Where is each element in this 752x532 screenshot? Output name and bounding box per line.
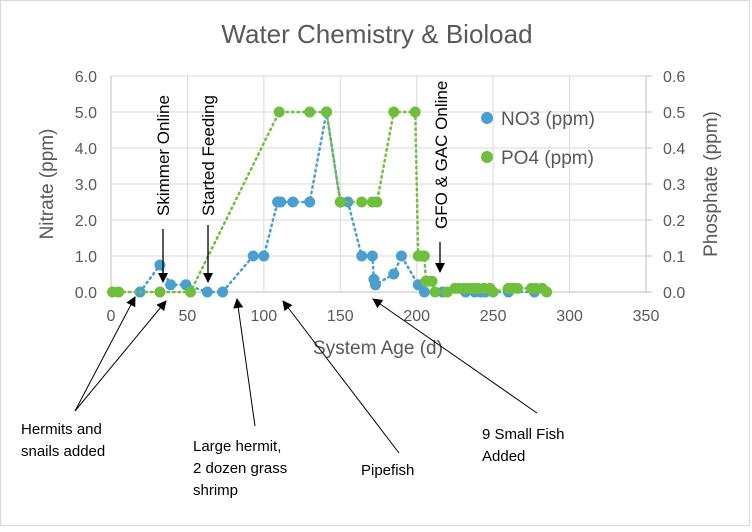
data-point-po4 — [541, 286, 553, 298]
y2-tick-label: 0.1 — [663, 249, 685, 266]
y2-tick-label: 0.2 — [663, 213, 685, 230]
data-point-no3 — [287, 196, 299, 208]
y2-tick-label: 0.4 — [663, 141, 685, 158]
x-tick-label: 150 — [327, 308, 354, 325]
annotation-large-hermit-line2: 2 dozen grass — [193, 460, 287, 477]
x-tick-label: 250 — [480, 308, 507, 325]
series-layer — [107, 106, 553, 298]
data-point-po4 — [487, 286, 499, 298]
y-tick-label: 5.0 — [75, 105, 97, 122]
x-tick-label: 50 — [179, 308, 197, 325]
chart-title: Water Chemistry & Bioload — [221, 19, 532, 49]
annotation-hermits-line1: Hermits and — [21, 421, 102, 438]
legend-label-po4: PO4 (ppm) — [501, 148, 594, 169]
x-axis-label: System Age (d) — [313, 338, 443, 359]
gridlines — [110, 75, 652, 293]
annotation-small-fish-arrow — [372, 298, 538, 414]
data-point-no3 — [369, 279, 381, 291]
x-tick-label: 0 — [107, 308, 116, 325]
y2-tick-label: 0.3 — [663, 177, 685, 194]
data-point-no3 — [388, 268, 400, 280]
y-tick-label: 3.0 — [75, 177, 97, 194]
annotation-large-hermit-arrow — [233, 298, 256, 427]
data-point-po4 — [273, 106, 285, 118]
data-point-po4 — [304, 106, 316, 118]
series-line-po4 — [111, 110, 548, 294]
y-tick-label: 6.0 — [75, 69, 97, 86]
data-point-no3 — [201, 286, 213, 298]
data-point-po4 — [418, 250, 430, 262]
annotation-small-fish: 9 Small Fish Added — [482, 426, 569, 465]
data-point-po4 — [371, 196, 383, 208]
annotation-started-feeding: Started Feeding — [199, 95, 218, 216]
data-point-no3 — [418, 286, 430, 298]
annotation-large-hermit-line1: Large hermit, — [193, 438, 281, 455]
legend-marker-no3 — [481, 112, 493, 124]
annotation-large-hermit-line3: shrimp — [193, 482, 238, 499]
x-tick-label: 300 — [556, 308, 583, 325]
annotations: Skimmer Online Started Feeding GFO & GAC… — [21, 81, 569, 499]
annotation-large-hermit: Large hermit, 2 dozen grass shrimp — [193, 438, 291, 499]
annotation-pipefish-arrow — [282, 300, 400, 454]
y-tick-label: 4.0 — [75, 141, 97, 158]
data-point-po4 — [113, 286, 125, 298]
data-point-no3 — [304, 196, 316, 208]
data-point-no3 — [247, 250, 259, 262]
annotation-pipefish: Pipefish — [361, 462, 414, 479]
data-point-no3 — [258, 250, 270, 262]
data-point-po4 — [356, 196, 368, 208]
annotation-small-fish-line1: 9 Small Fish — [482, 426, 565, 443]
legend-label-no3: NO3 (ppm) — [501, 109, 595, 130]
x-tick-label: 100 — [251, 308, 278, 325]
y2-tick-label: 0.5 — [663, 105, 685, 122]
legend-marker-po4 — [481, 151, 493, 163]
y2-axis-label: Phosphate (ppm) — [701, 111, 722, 257]
data-point-no3 — [165, 279, 177, 291]
y2-tick-label: 0.6 — [663, 69, 685, 86]
data-point-po4 — [388, 106, 400, 118]
annotation-hermits: Hermits and snails added — [21, 421, 106, 460]
data-point-po4 — [429, 286, 441, 298]
annotation-hermits-arrow-1 — [74, 296, 136, 412]
data-point-no3 — [366, 250, 378, 262]
annotation-gfo-gac-online: GFO & GAC Online — [432, 81, 451, 229]
annotation-skimmer-online: Skimmer Online — [154, 95, 173, 216]
y2-tick-label: 0.0 — [663, 285, 685, 302]
y-tick-label: 1.0 — [75, 249, 97, 266]
tick-labels: 0.0 0.0 1.0 0.1 2.0 0.2 3.0 0.3 4.0 0.4 5.0 0.5 6.0 0… — [75, 69, 686, 325]
annotation-small-fish-line2: Added — [482, 448, 525, 465]
data-point-no3 — [154, 259, 166, 271]
x-tick-label: 200 — [403, 308, 430, 325]
y-tick-label: 0.0 — [75, 285, 97, 302]
data-point-no3 — [356, 250, 368, 262]
data-point-no3 — [217, 286, 229, 298]
legend: NO3 (ppm) PO4 (ppm) — [481, 109, 595, 169]
data-point-po4 — [154, 286, 166, 298]
data-point-po4 — [512, 282, 524, 294]
data-point-no3 — [395, 250, 407, 262]
data-point-po4 — [321, 106, 333, 118]
annotation-hermits-line2: snails added — [21, 443, 105, 460]
annotation-hermits-arrow-2 — [74, 300, 167, 412]
y-tick-label: 2.0 — [75, 213, 97, 230]
data-point-no3 — [275, 196, 287, 208]
data-point-po4 — [184, 286, 196, 298]
data-point-po4 — [426, 275, 438, 287]
x-tick-label: 350 — [633, 308, 660, 325]
data-point-po4 — [409, 106, 421, 118]
data-point-po4 — [334, 196, 346, 208]
y-axis-label: Nitrate (ppm) — [37, 129, 58, 240]
